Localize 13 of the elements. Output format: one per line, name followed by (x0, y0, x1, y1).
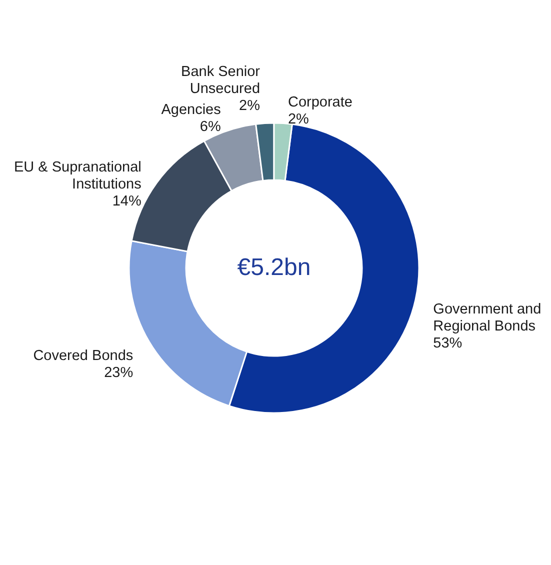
data-label: 23% (104, 364, 134, 381)
data-label: 14% (112, 194, 142, 210)
data-label: 53% (433, 336, 462, 352)
slice-label: Corporate (288, 94, 352, 110)
text: €5.2bn (237, 254, 311, 281)
data-label: 2% (239, 98, 260, 114)
slice-label: Agencies (161, 102, 221, 118)
data-label: 2% (288, 111, 310, 128)
slice-label: Bank Senior Unsecured (181, 64, 260, 97)
data-label: 6% (200, 118, 221, 135)
slice-label: EU & Supranational Institutions (14, 160, 142, 193)
slice-label: Covered Bonds (33, 348, 134, 364)
slice-label: Government and Regional Bonds (433, 302, 542, 335)
